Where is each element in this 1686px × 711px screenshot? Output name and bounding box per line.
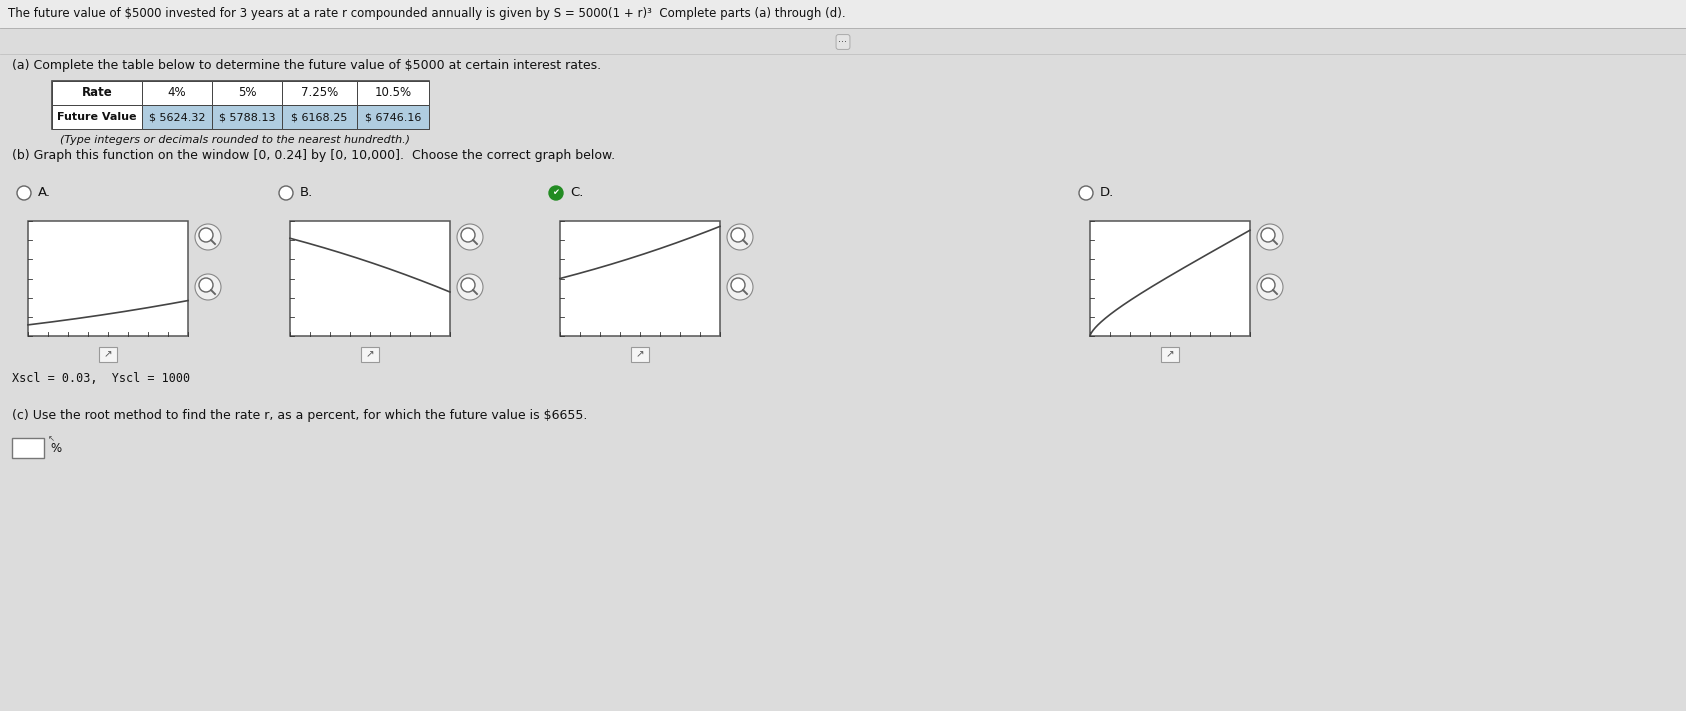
Circle shape — [550, 186, 563, 200]
Bar — [1091, 221, 1249, 336]
Bar — [0, 0, 1686, 28]
Text: ···: ··· — [838, 37, 848, 47]
Circle shape — [1079, 186, 1093, 200]
Circle shape — [199, 228, 212, 242]
Text: (a) Complete the table below to determine the future value of $5000 at certain i: (a) Complete the table below to determin… — [12, 60, 602, 73]
Bar — [357, 105, 428, 129]
Text: ↗: ↗ — [1165, 350, 1175, 360]
Circle shape — [732, 278, 745, 292]
Circle shape — [1258, 224, 1283, 250]
Circle shape — [727, 224, 754, 250]
Text: C.: C. — [570, 186, 583, 200]
Bar — [52, 81, 142, 105]
Circle shape — [1261, 278, 1275, 292]
Text: Rate: Rate — [81, 87, 113, 100]
Bar — [1162, 347, 1179, 362]
Circle shape — [278, 186, 293, 200]
Text: ✔: ✔ — [553, 188, 560, 198]
Text: ↗: ↗ — [366, 350, 374, 360]
Bar — [631, 347, 649, 362]
Bar — [290, 221, 450, 336]
Text: 10.5%: 10.5% — [374, 87, 411, 100]
Text: D.: D. — [1099, 186, 1114, 200]
Text: The future value of $5000 invested for 3 years at a rate r compounded annually i: The future value of $5000 invested for 3… — [8, 8, 846, 21]
Circle shape — [1261, 228, 1275, 242]
Bar — [12, 438, 44, 458]
Text: Xscl = 0.03,  Yscl = 1000: Xscl = 0.03, Yscl = 1000 — [12, 372, 191, 385]
Circle shape — [460, 228, 475, 242]
Text: ↗: ↗ — [103, 350, 113, 360]
Text: 7.25%: 7.25% — [300, 87, 339, 100]
Bar — [52, 81, 428, 129]
Circle shape — [727, 274, 754, 300]
Text: 5%: 5% — [238, 87, 256, 100]
Circle shape — [732, 228, 745, 242]
Circle shape — [196, 274, 221, 300]
Text: ↗: ↗ — [636, 350, 644, 360]
Circle shape — [457, 224, 482, 250]
Bar — [142, 81, 212, 105]
Circle shape — [17, 186, 30, 200]
Text: (Type integers or decimals rounded to the nearest hundredth.): (Type integers or decimals rounded to th… — [61, 135, 410, 145]
Bar — [29, 221, 189, 336]
Bar — [212, 105, 282, 129]
Text: $ 6168.25: $ 6168.25 — [292, 112, 347, 122]
Text: %: % — [51, 442, 61, 454]
Circle shape — [196, 224, 221, 250]
Bar — [99, 347, 116, 362]
Bar — [52, 105, 142, 129]
Bar — [361, 347, 379, 362]
Circle shape — [457, 274, 482, 300]
Bar — [142, 105, 212, 129]
Text: ↖: ↖ — [47, 434, 56, 444]
Bar — [212, 81, 282, 105]
Text: (c) Use the root method to find the rate r, as a percent, for which the future v: (c) Use the root method to find the rate… — [12, 410, 587, 422]
Text: B.: B. — [300, 186, 314, 200]
Circle shape — [199, 278, 212, 292]
Bar — [560, 221, 720, 336]
Text: Future Value: Future Value — [57, 112, 137, 122]
Bar — [282, 105, 357, 129]
Text: 4%: 4% — [167, 87, 187, 100]
Text: $ 6746.16: $ 6746.16 — [364, 112, 422, 122]
Bar — [357, 81, 428, 105]
Text: (b) Graph this function on the window [0, 0.24] by [0, 10,000].  Choose the corr: (b) Graph this function on the window [0… — [12, 149, 615, 163]
Circle shape — [460, 278, 475, 292]
Text: A.: A. — [39, 186, 51, 200]
Text: $ 5788.13: $ 5788.13 — [219, 112, 275, 122]
Bar — [282, 81, 357, 105]
Text: $ 5624.32: $ 5624.32 — [148, 112, 206, 122]
Circle shape — [1258, 274, 1283, 300]
